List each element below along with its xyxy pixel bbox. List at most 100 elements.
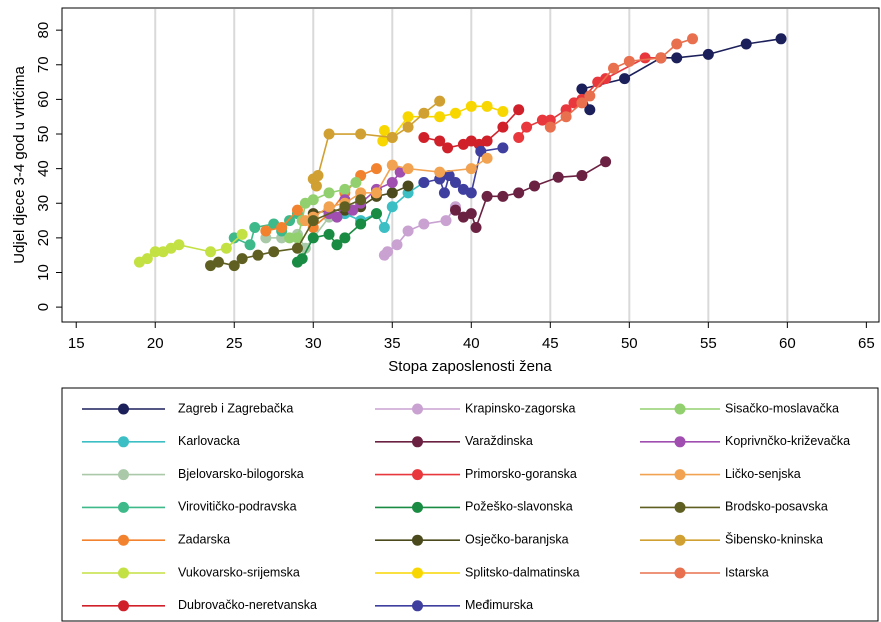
point [560,111,572,123]
series-line [580,38,782,111]
point [418,218,430,230]
point [307,215,319,227]
legend-marker [118,403,129,415]
point [323,228,335,240]
legend-marker [674,567,686,579]
point [236,228,248,240]
point [370,208,382,220]
point [521,121,533,133]
point [497,142,509,154]
x-tick-label: 50 [621,335,638,352]
legend-label: Brodsko-posavska [725,500,828,514]
point [600,156,612,168]
point [386,159,398,171]
y-tick-label: 0 [35,303,52,311]
point [296,253,308,265]
point [220,242,232,254]
point [331,211,343,223]
legend-marker [412,567,423,579]
point [434,111,446,123]
legend-label: Primorsko-goranska [465,467,577,481]
x-tick-label: 15 [68,335,85,352]
legend-marker [674,436,686,448]
legend-label: Istarska [725,565,769,579]
point [252,249,264,261]
point [291,232,303,244]
point [434,166,446,178]
legend-marker [674,501,686,513]
y-tick-label: 70 [35,56,52,73]
point [339,232,351,244]
legend-label: Koprivnčko-križevačka [725,434,850,448]
point [402,225,414,237]
point [228,260,240,272]
legend-label: Karlovacka [178,434,240,448]
x-tick-label: 65 [858,335,875,352]
point [377,135,389,147]
legend-marker [118,600,129,612]
point [244,239,256,251]
point [339,201,351,213]
point [497,121,509,133]
legend-label: Šibensko-kninska [725,531,823,546]
point [173,239,185,251]
point [655,52,667,64]
point [402,111,414,123]
y-tick-label: 20 [35,230,52,247]
point [440,215,452,227]
legend-label: Dubrovačko-neretvanska [178,598,317,612]
legend-label: Požeško-slavonska [465,500,573,514]
point [434,135,446,147]
point [249,221,261,233]
point [299,242,311,254]
point [355,194,367,206]
x-tick-label: 20 [147,335,164,352]
legend-label: Varaždinska [465,434,533,448]
point [378,125,390,137]
point [481,100,493,112]
point [576,97,588,109]
point [141,253,153,265]
legend-label: Međimurska [465,598,533,612]
legend-marker [674,534,686,546]
point [449,107,461,119]
legend-label: Virovitičko-podravska [178,500,297,514]
point [623,55,635,67]
point [386,131,398,143]
y-tick-label: 50 [35,126,52,143]
y-tick-label: 30 [35,195,52,212]
point [236,253,248,265]
point [608,62,620,74]
point [481,190,493,202]
point [149,246,161,258]
point [497,106,509,118]
point [584,90,596,102]
legend-marker [674,469,686,481]
y-tick-label: 40 [35,160,52,177]
point [382,246,394,258]
point [584,104,596,116]
point [386,187,398,199]
point [576,83,588,95]
point [465,100,477,112]
point [513,131,525,143]
point [307,194,319,206]
point [312,170,324,182]
point [402,163,414,175]
legend-label: Sisačko-moslavačka [725,401,839,415]
point [355,218,367,230]
legend-marker [412,600,423,612]
point [418,131,430,143]
point [323,201,335,213]
legend-marker [118,534,129,546]
point [619,73,631,85]
x-tick-label: 35 [384,335,401,352]
point [386,176,398,188]
point [260,225,272,237]
legend-marker [412,534,423,546]
y-axis-label: Udjel djece 3-4 god u vrtićima [11,66,28,264]
point [323,187,335,199]
x-tick-label: 45 [542,335,559,352]
point [323,128,335,140]
